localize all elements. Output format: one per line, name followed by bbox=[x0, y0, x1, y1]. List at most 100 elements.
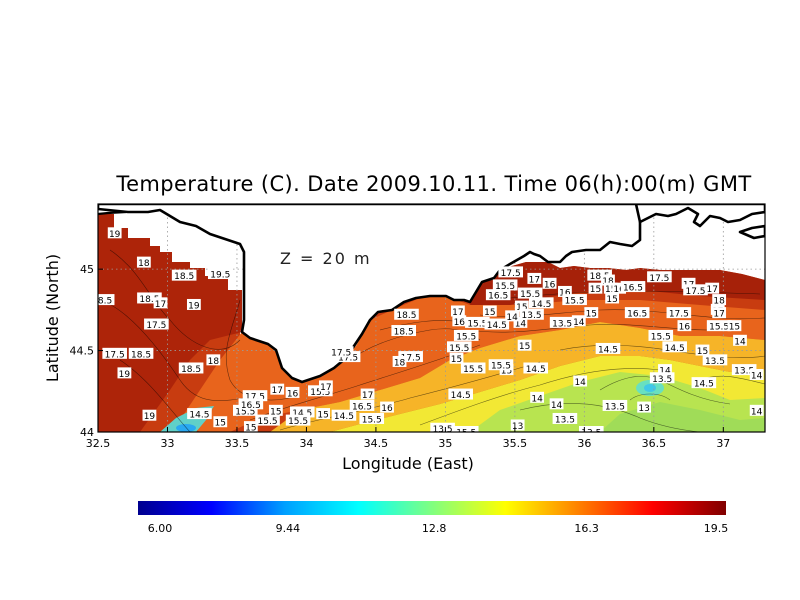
contour-label-bg bbox=[542, 277, 557, 289]
contour-label: 15.5 bbox=[562, 294, 587, 307]
contour-label: 17.5 bbox=[242, 390, 268, 403]
contour-label: 14 bbox=[549, 398, 564, 411]
contour-label-bg bbox=[153, 297, 168, 309]
contour-label-bg bbox=[485, 289, 511, 301]
contour-label-value: 18.5 bbox=[394, 328, 414, 338]
contour-label-bg bbox=[517, 287, 543, 299]
contour-label-bg bbox=[523, 362, 549, 374]
contour-label: 17 bbox=[270, 383, 285, 396]
contour-label: 17.5 bbox=[498, 266, 524, 279]
contour-label: 17.5 bbox=[398, 351, 423, 364]
contour-label-bg bbox=[285, 386, 300, 398]
contour-label-value: 17.5 bbox=[669, 310, 689, 320]
contour-label-value: 16.5 bbox=[627, 310, 647, 320]
contour-label-bg bbox=[206, 354, 221, 366]
contour-label: 13.5 bbox=[549, 316, 575, 329]
contour-label-bg bbox=[137, 292, 162, 304]
contour-label-bg bbox=[549, 316, 575, 328]
contour-label-bg bbox=[681, 277, 696, 289]
contour-label: 13.5 bbox=[579, 426, 604, 432]
contour-label-value: 14.5 bbox=[334, 412, 354, 422]
contour-label-bg bbox=[186, 298, 201, 310]
contour-label: 18.5 bbox=[137, 292, 162, 305]
contour-label-value: 14.5 bbox=[189, 411, 209, 421]
contour-label-bg bbox=[683, 284, 708, 296]
colorbar-tick-label: 16.3 bbox=[574, 522, 599, 535]
contour-label-value: 15 bbox=[484, 308, 495, 318]
contour-label: 15.5 bbox=[453, 426, 479, 432]
contour-label: 18 bbox=[392, 355, 407, 368]
contour-label: 15.5 bbox=[232, 404, 258, 417]
contour-label-value: 15 bbox=[697, 347, 708, 357]
contour-label-value: 16 bbox=[454, 318, 466, 328]
contour-label-bg bbox=[662, 341, 687, 353]
contour-label-value: 14.5 bbox=[292, 409, 312, 419]
contour-label-bg bbox=[207, 268, 233, 280]
contour-label-bg bbox=[605, 292, 620, 304]
contour-label-bg bbox=[270, 383, 285, 395]
contour-label-bg bbox=[430, 422, 455, 432]
contour-label: 15.5 bbox=[446, 341, 472, 354]
contour-label: 15.5 bbox=[492, 279, 518, 292]
contour-label: 14.5 bbox=[528, 297, 554, 310]
x-tick-label: 35.5 bbox=[503, 437, 528, 450]
contour-label-bg bbox=[98, 294, 115, 306]
contour-label: 13.5 bbox=[731, 364, 757, 377]
y-tick-label: 44 bbox=[80, 426, 94, 439]
contour-label-bg bbox=[612, 282, 626, 294]
contour-label: 14 bbox=[733, 334, 747, 347]
contour-label-bg bbox=[453, 426, 479, 432]
contour-label-bg bbox=[505, 310, 519, 322]
contour-label-bg bbox=[255, 414, 280, 426]
contour-label-value: 18.5 bbox=[92, 297, 112, 307]
contour-label-bg bbox=[171, 269, 197, 281]
contour-label-bg bbox=[620, 281, 646, 293]
contour-label-value: 15 bbox=[215, 419, 226, 429]
contour-label: 19.5 bbox=[207, 268, 233, 281]
contour-label: 18.5 bbox=[587, 269, 612, 282]
contour-label-value: 15 bbox=[317, 411, 328, 421]
contour-label-bg bbox=[360, 388, 375, 400]
contour-label-value: 19 bbox=[144, 412, 156, 422]
contour-label-value: 16 bbox=[679, 323, 691, 333]
contour-label-bg bbox=[187, 408, 212, 420]
contour-label: 16 bbox=[558, 285, 572, 298]
contour-label: 16.5 bbox=[349, 399, 375, 412]
contour-label-value: 18.5 bbox=[396, 311, 416, 321]
contour-label-bg bbox=[727, 320, 742, 332]
orange-zone bbox=[180, 296, 765, 432]
contour-label-value: 13 bbox=[638, 404, 649, 414]
land-crimea bbox=[98, 204, 642, 384]
contour-label-value: 16 bbox=[544, 280, 556, 290]
contour-label: 15.5 bbox=[706, 320, 732, 333]
contour-label-bg bbox=[648, 329, 674, 341]
contour-label-bg bbox=[695, 344, 710, 356]
contour-label-value: 14.5 bbox=[665, 344, 685, 354]
contour-label-value: 17 bbox=[452, 308, 463, 318]
contour-label-bg bbox=[595, 342, 621, 354]
contour-label: 13.5 bbox=[702, 354, 728, 367]
contour-label: 17.5 bbox=[647, 271, 672, 284]
contour-label: 13.5 bbox=[649, 372, 675, 385]
contour-label-value: 17.5 bbox=[501, 269, 521, 279]
contour-label: 19 bbox=[186, 298, 201, 311]
contour-label: 16.5 bbox=[620, 281, 646, 294]
contour-label-bg bbox=[178, 362, 204, 374]
contour-label-value: 17 bbox=[529, 275, 540, 285]
contour-label-bg bbox=[316, 408, 331, 420]
contour-label-bg bbox=[484, 318, 510, 330]
cold-upwelling-core bbox=[176, 424, 196, 432]
contour-label-bg bbox=[587, 269, 612, 281]
x-tick-label: 33.5 bbox=[225, 437, 250, 450]
contour-label-bg bbox=[514, 300, 529, 312]
contour-label-bg bbox=[448, 388, 473, 400]
contour-label-value: 16.5 bbox=[241, 401, 261, 411]
contour-label: 15.5 bbox=[465, 316, 490, 329]
contour-label-value: 15.5 bbox=[467, 319, 487, 329]
contour-label: 14 bbox=[530, 391, 545, 404]
contour-label: 16 bbox=[612, 282, 626, 295]
contour-label-value: 14 bbox=[531, 394, 543, 404]
plot-frame bbox=[97, 203, 766, 433]
contour-label-value: 14 bbox=[751, 372, 763, 382]
contour-label-value: 14 bbox=[573, 318, 585, 328]
